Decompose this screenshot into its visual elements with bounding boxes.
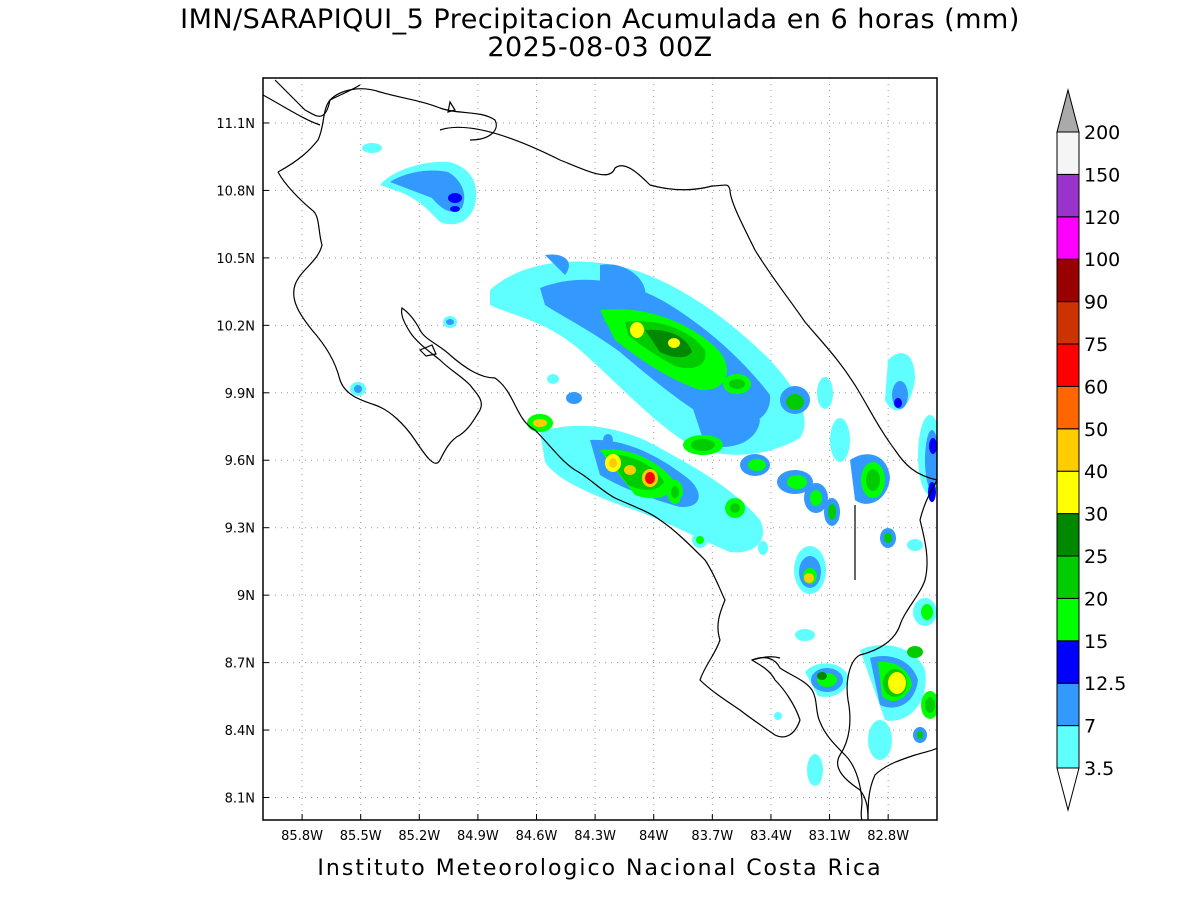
lat-tick-label: 9.9N bbox=[225, 387, 255, 402]
colorbar-swatch bbox=[1056, 173, 1080, 218]
lat-tick-label: 8.4N bbox=[225, 724, 255, 739]
colorbar: 3.5 7 12.5 15 20 25 30 40 50 60 75 90 100 120 150 200 bbox=[1056, 88, 1126, 812]
colorbar-swatch bbox=[1056, 555, 1080, 599]
lat-tick-label: 8.7N bbox=[225, 657, 255, 672]
latitude-axis: 11.1N 10.8N 10.5N 10.2N 9.9N 9.6N 9.3N 9N 8.7N 8.… bbox=[216, 117, 269, 807]
lon-tick-label: 85.8W bbox=[281, 829, 323, 844]
map-valid-time: 2025-08-03 00Z bbox=[487, 32, 713, 63]
lon-tick-label: 85.2W bbox=[398, 829, 440, 844]
lat-tick-label: 10.2N bbox=[216, 319, 255, 334]
colorbar-label: 20 bbox=[1084, 588, 1108, 610]
lat-tick-label: 8.1N bbox=[225, 792, 255, 807]
colorbar-label: 50 bbox=[1084, 419, 1108, 441]
colorbar-label: 100 bbox=[1084, 249, 1120, 271]
plot-frame bbox=[262, 77, 938, 821]
map-grid bbox=[263, 78, 937, 820]
colorbar-swatch bbox=[1056, 725, 1080, 769]
lat-tick-label: 9.6N bbox=[225, 454, 255, 469]
colorbar-label: 3.5 bbox=[1084, 758, 1114, 780]
lat-tick-label: 10.8N bbox=[216, 184, 255, 199]
coastline bbox=[263, 79, 937, 820]
colorbar-swatch bbox=[1056, 513, 1080, 557]
colorbar-label: 25 bbox=[1084, 546, 1108, 568]
lon-tick-label: 82.8W bbox=[867, 829, 909, 844]
colorbar-swatch-min bbox=[1056, 767, 1080, 812]
colorbar-label: 200 bbox=[1084, 122, 1120, 144]
colorbar-swatch bbox=[1056, 131, 1080, 175]
lon-tick-label: 84.3W bbox=[574, 829, 616, 844]
colorbar-label: 7 bbox=[1084, 716, 1096, 738]
colorbar-label: 12.5 bbox=[1084, 673, 1126, 695]
lon-tick-label: 84.6W bbox=[516, 829, 558, 844]
colorbar-swatch bbox=[1056, 597, 1080, 642]
colorbar-label: 120 bbox=[1084, 207, 1120, 229]
lat-tick-label: 11.1N bbox=[216, 117, 255, 132]
colorbar-swatch bbox=[1056, 343, 1080, 387]
colorbar-swatch bbox=[1056, 640, 1080, 684]
colorbar-label: 90 bbox=[1084, 292, 1108, 314]
colorbar-label: 150 bbox=[1084, 164, 1120, 186]
lon-tick-label: 84W bbox=[639, 829, 669, 844]
colorbar-label: 75 bbox=[1084, 334, 1108, 356]
colorbar-swatch bbox=[1056, 470, 1080, 515]
colorbar-swatch bbox=[1056, 385, 1080, 430]
colorbar-label: 60 bbox=[1084, 376, 1108, 398]
lon-tick-label: 83.1W bbox=[809, 829, 851, 844]
footer-credit: Instituto Meteorologico Nacional Costa R… bbox=[317, 856, 883, 881]
colorbar-swatch bbox=[1056, 258, 1080, 303]
colorbar-swatch-max bbox=[1056, 88, 1080, 133]
map-title: IMN/SARAPIQUI_5 Precipitacion Acumulada … bbox=[180, 4, 1020, 35]
colorbar-label: 30 bbox=[1084, 504, 1108, 526]
colorbar-label: 15 bbox=[1084, 631, 1108, 653]
lat-tick-label: 10.5N bbox=[216, 252, 255, 267]
precipitation-field bbox=[350, 143, 937, 786]
lat-tick-label: 9N bbox=[237, 589, 255, 604]
lat-tick-label: 9.3N bbox=[225, 522, 255, 537]
colorbar-swatch bbox=[1056, 428, 1080, 472]
colorbar-swatch bbox=[1056, 682, 1080, 727]
lon-tick-label: 85.5W bbox=[340, 829, 382, 844]
lon-tick-label: 83.7W bbox=[691, 829, 733, 844]
lon-tick-label: 83.4W bbox=[750, 829, 792, 844]
colorbar-swatch bbox=[1056, 216, 1080, 260]
colorbar-label: 40 bbox=[1084, 461, 1108, 483]
colorbar-swatch bbox=[1056, 301, 1080, 345]
longitude-axis: 85.8W 85.5W 85.2W 84.9W 84.6W 84.3W 84W 83.7W 83… bbox=[281, 814, 909, 844]
lon-tick-label: 84.9W bbox=[457, 829, 499, 844]
